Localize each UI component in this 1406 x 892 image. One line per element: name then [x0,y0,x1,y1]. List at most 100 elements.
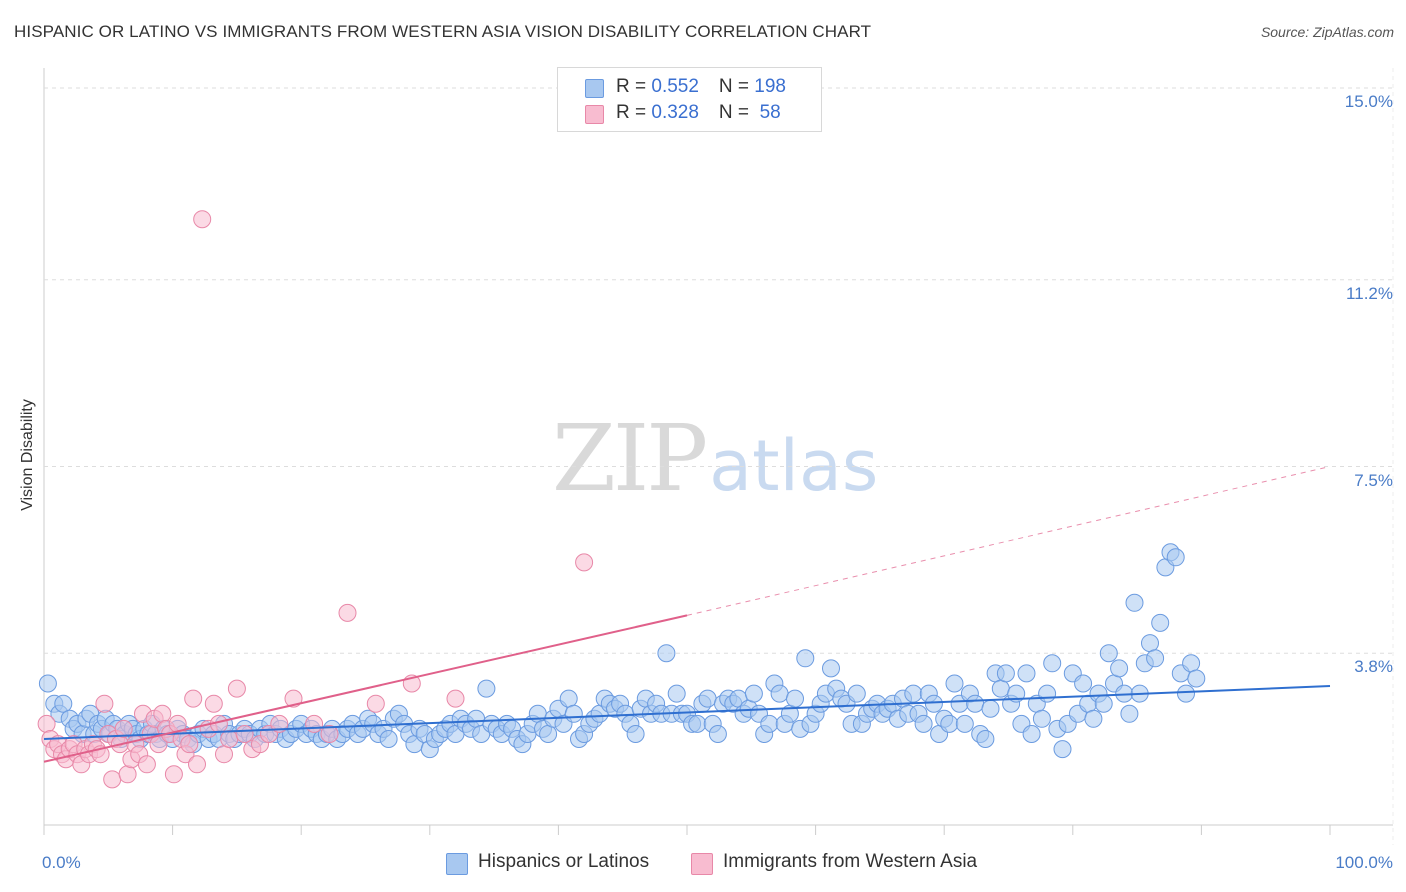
data-point [822,659,840,678]
data-point [366,694,385,713]
data-point [1038,684,1057,703]
series-legend: Hispanics or Latinos Immigrants from Wes… [0,851,1406,877]
data-point [1094,694,1113,713]
data-point [1032,709,1051,728]
y-axis-label: Vision Disability [19,399,36,511]
data-point [137,755,156,774]
data-point [626,725,645,743]
chart-title: HISPANIC OR LATINO VS IMMIGRANTS FROM WE… [14,22,872,41]
series-swatch-hispanic [446,853,468,875]
legend-n-value: 198 [754,76,786,97]
legend-r-value: 0.328 [651,102,699,123]
data-point [188,755,206,774]
data-point [180,735,199,754]
data-point [305,714,324,733]
data-point [1187,669,1206,688]
data-point [1177,684,1195,703]
data-point [1141,634,1159,653]
data-point [184,689,203,708]
data-point [1043,654,1062,673]
data-point [786,689,804,708]
trend-line-western-asia [43,614,688,763]
data-point [204,694,223,713]
series-label-western-asia: Immigrants from Western Asia [723,851,978,872]
trend-line-hispanic [43,685,1331,741]
legend-n-label: N = [718,102,755,123]
data-point [539,725,558,743]
data-point [1125,593,1144,612]
data-point [1053,740,1072,759]
data-point [320,725,339,743]
legend-r-label: R = [616,102,652,123]
legend-n-value: 58 [754,102,781,123]
data-point [164,765,183,784]
series-western-asia-points [37,210,594,789]
data-point [914,714,933,733]
y-tick-label: 3.8% [1354,657,1393,677]
data-point [338,603,357,622]
data-point [955,714,974,733]
data-point [114,719,133,738]
data-point [215,745,233,764]
data-point [227,679,246,698]
legend-r-label: R = [616,76,652,97]
data-point [38,674,57,693]
data-point [770,684,789,703]
series-swatch-western-asia [691,853,713,875]
data-point [575,553,594,572]
data-point [1099,644,1118,663]
data-point [446,689,465,708]
data-point [193,210,212,229]
legend-r-value: 0.552 [651,76,699,97]
data-point [744,684,763,703]
data-point [924,694,943,713]
data-point [564,704,583,723]
data-point [1110,659,1129,678]
data-point [1146,649,1165,668]
data-point [708,725,727,743]
data-point [1074,674,1093,693]
legend-swatch-western-asia [585,105,604,124]
data-point [940,714,959,733]
data-point [1120,704,1139,723]
x-tick-label: 0.0% [42,853,81,872]
data-point [991,679,1010,698]
watermark-zip: ZIP [552,405,708,512]
data-point [996,664,1015,683]
data-point [284,689,303,708]
legend-text-western-asia: R = 0.328 N = 58 [616,102,781,124]
data-point [1084,709,1103,728]
data-point [37,714,56,733]
data-point [760,714,779,733]
legend-n-label: N = [718,76,755,97]
data-point [559,689,578,708]
data-point [54,694,73,713]
series-label-hispanic: Hispanics or Latinos [478,851,650,872]
data-point [657,644,676,663]
y-tick-label: 15.0% [1344,92,1393,111]
data-point [95,694,114,713]
data-point [1182,654,1201,673]
data-point [467,709,486,728]
data-point [688,714,707,733]
data-point [966,694,985,713]
data-point [220,730,239,748]
correlation-legend: R = 0.552 N = 198 R = 0.328 N = 58 [557,67,822,132]
x-tick-label: 100.0% [1335,853,1393,872]
data-point [981,699,1000,718]
data-point [698,689,717,708]
legend-text-hispanic: R = 0.552 N = 198 [616,76,786,98]
data-point [153,704,172,723]
data-point [103,770,122,789]
data-point [1022,725,1041,743]
data-point [945,674,964,693]
data-point [1017,664,1036,683]
data-point [1151,613,1170,632]
data-point [1166,548,1185,567]
data-point [847,684,866,703]
data-point [379,730,398,748]
y-tick-label: 11.2% [1346,283,1393,303]
watermark: ZIPatlas [552,405,878,512]
data-point [667,684,686,703]
